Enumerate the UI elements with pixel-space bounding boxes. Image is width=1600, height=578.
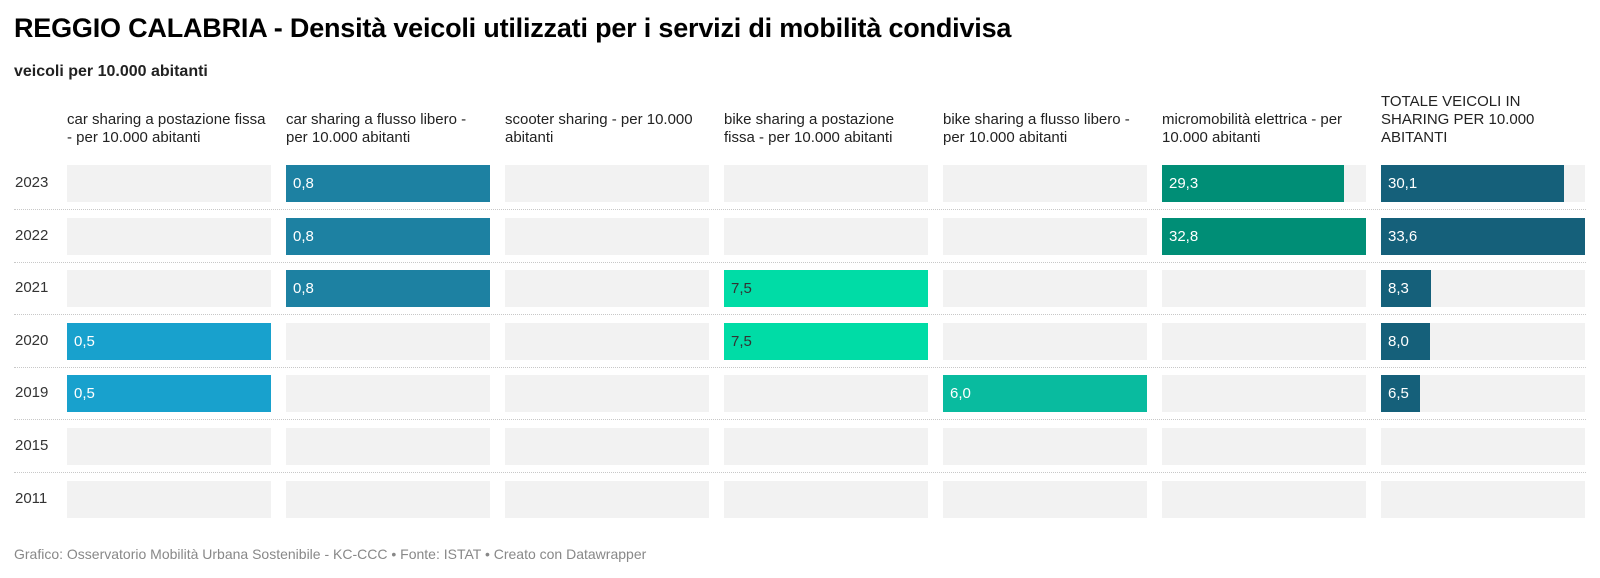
bar-value-label: 32,8 [1169, 227, 1199, 245]
bar-track [1381, 428, 1585, 465]
bar-track [286, 375, 490, 413]
row-separator [14, 314, 1586, 316]
bar-value-label: 7,5 [731, 332, 752, 350]
column-header: bike sharing a postazione fissa - per 10… [724, 111, 895, 146]
bar-track [67, 480, 271, 518]
bar-track [1381, 480, 1585, 518]
year-label: 2023 [15, 174, 49, 191]
bar-track [286, 428, 490, 465]
bar [943, 375, 1147, 413]
bar-track [505, 165, 709, 202]
column-header: scooter sharing - per 10.000 abitanti [505, 111, 693, 146]
row-separator [14, 366, 1586, 368]
bar-track [505, 480, 709, 518]
bar-value-label: 7,5 [731, 280, 752, 298]
chart-footer: Grafico: Osservatorio Mobilità Urbana So… [14, 546, 647, 562]
bar-value-label: 6,5 [1388, 385, 1409, 403]
bar-track [505, 428, 709, 465]
column-header: car sharing a flusso libero - per 10.000… [286, 111, 467, 146]
bar [1381, 165, 1564, 202]
bar-track [1162, 480, 1366, 518]
bar [286, 217, 490, 255]
bar-track [1162, 270, 1366, 308]
bar [1381, 217, 1585, 255]
bar-track [1162, 322, 1366, 360]
bar-track [286, 480, 490, 518]
column-header: TOTALE VEICOLI IN SHARING PER 10.000 ABI… [1381, 93, 1535, 146]
bar-track [1162, 375, 1366, 413]
bar-track [505, 322, 709, 360]
year-label: 2022 [15, 226, 49, 244]
bar [1381, 270, 1432, 308]
column-header: micromobilità elettrica - per 10.000 abi… [1162, 111, 1343, 146]
row-separator [14, 261, 1586, 263]
bar-track [943, 480, 1147, 518]
bar-track [505, 217, 709, 255]
bar-value-label: 8,3 [1388, 280, 1409, 298]
bar-track [943, 428, 1147, 465]
bar-track [724, 217, 928, 255]
year-label: 2011 [15, 489, 48, 507]
bar [724, 270, 928, 308]
bar-value-label: 0,5 [74, 385, 95, 403]
year-label: 2015 [15, 437, 49, 454]
bar-value-label: 0,8 [293, 227, 314, 245]
bar [1381, 322, 1430, 360]
bar-track [67, 165, 271, 202]
bar-track [724, 480, 928, 518]
bar-track [1162, 428, 1366, 465]
bar [724, 322, 928, 360]
bar-value-label: 30,1 [1388, 175, 1418, 192]
row-separator [14, 209, 1586, 210]
bar-value-label: 0,8 [293, 175, 314, 192]
column-header: car sharing a postazione fissa - per 10.… [67, 111, 266, 146]
chart-subtitle: veicoli per 10.000 abitanti [14, 63, 208, 80]
bar-track [943, 270, 1147, 308]
row-separator [14, 419, 1586, 421]
bar-value-label: 0,5 [74, 332, 95, 350]
bar-track [286, 322, 490, 360]
bar-track [943, 217, 1147, 255]
bar-track [505, 270, 709, 308]
bar-value-label: 33,6 [1388, 227, 1418, 245]
year-label: 2021 [15, 279, 49, 297]
bar-track [943, 165, 1147, 202]
bar-track [67, 270, 271, 308]
bar-value-label: 6,0 [950, 385, 971, 403]
bar [286, 270, 490, 308]
bar-track [505, 375, 709, 413]
bar-track [724, 375, 928, 413]
bar-track [724, 165, 928, 202]
bar-track [724, 428, 928, 465]
bar-value-label: 8,0 [1388, 332, 1409, 350]
bar [1381, 375, 1421, 413]
chart-title: REGGIO CALABRIA - Densità veicoli utiliz… [14, 13, 1012, 43]
bar-value-label: 29,3 [1169, 175, 1199, 192]
bar-track [943, 322, 1147, 360]
bar [1162, 217, 1366, 255]
bar [67, 375, 271, 413]
bar-value-label: 0,8 [293, 280, 314, 298]
bar-track [67, 217, 271, 255]
bar [67, 322, 271, 360]
bar [286, 165, 490, 202]
bar-track [67, 428, 271, 465]
column-header: bike sharing a flusso libero - per 10.00… [943, 111, 1130, 146]
year-label: 2020 [15, 331, 49, 349]
year-label: 2019 [15, 384, 49, 402]
bar [1162, 165, 1345, 202]
row-separator [14, 472, 1586, 473]
